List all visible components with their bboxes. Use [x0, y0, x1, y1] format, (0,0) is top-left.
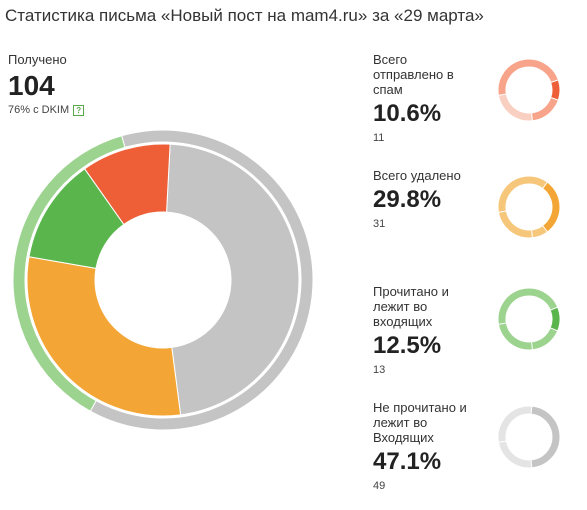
- received-count: 104: [8, 70, 55, 101]
- stat-spam-label: Всего отправлено в спам: [373, 52, 473, 97]
- slice-spam: [83, 143, 171, 226]
- stat-unread-count: 49: [373, 480, 386, 492]
- slice-deleted: [26, 256, 182, 417]
- stat-unread-label-line: Входящих: [373, 430, 434, 445]
- stat-deleted-label-line: Всего удалено: [373, 168, 461, 183]
- stat-spam: Всего отправлено в спам 10.6% 11: [373, 52, 473, 144]
- outer-ring-read_light: [12, 135, 126, 412]
- stat-spam-label-line: Всего: [373, 52, 408, 67]
- stat-deleted-label: Всего удалено: [373, 168, 473, 183]
- mini-donut-spam: [497, 58, 561, 122]
- stat-unread-percent: 47.1%: [373, 448, 442, 475]
- stat-read-label-line: Прочитано и: [373, 284, 449, 299]
- stat-read-label: Прочитано и лежит во входящих: [373, 284, 473, 329]
- stat-read-label-line: лежит во: [373, 299, 428, 314]
- stat-deleted-percent: 29.8%: [373, 186, 442, 213]
- mini-deleted-value: [541, 181, 561, 233]
- stat-read-label-line: входящих: [373, 314, 433, 329]
- stat-unread: Не прочитано и лежит во Входящих 47.1% 4…: [373, 400, 473, 492]
- mini-unread-value: [530, 405, 561, 469]
- received-label: Получено: [8, 52, 67, 67]
- mini-spam-outer: [497, 58, 561, 122]
- page-title: Статистика письма «Новый пост на mam4.ru…: [5, 6, 484, 25]
- mini-read-value: [549, 306, 561, 332]
- stat-spam-label-line: спам: [373, 82, 403, 97]
- stat-unread-label: Не прочитано и лежит во Входящих: [373, 400, 473, 445]
- dkim-info: 76% с DKIM ?: [8, 104, 85, 116]
- mini-deleted-outer: [497, 175, 561, 239]
- mini-donut-unread: [497, 405, 561, 469]
- mini-donut-deleted: [497, 175, 561, 239]
- stat-unread-label-line: Не прочитано и: [373, 400, 467, 415]
- stat-spam-count: 11: [373, 132, 385, 144]
- stat-read-count: 13: [373, 364, 386, 376]
- slice-unread: [166, 143, 300, 416]
- stat-deleted-count: 31: [373, 218, 386, 230]
- dkim-text: 76% с DKIM: [8, 104, 70, 116]
- help-icon[interactable]: ?: [73, 104, 85, 116]
- mini-read-outer: [497, 287, 561, 351]
- mini-spam-value: [550, 79, 561, 101]
- mini-donut-read: [497, 287, 561, 351]
- main-donut-chart: [12, 130, 314, 430]
- stat-read-percent: 12.5%: [373, 332, 442, 359]
- stat-spam-label-line: отправлено в: [373, 67, 454, 82]
- stat-read: Прочитано и лежит во входящих 12.5% 13: [373, 284, 473, 376]
- stat-spam-percent: 10.6%: [373, 100, 442, 127]
- stat-unread-label-line: лежит во: [373, 415, 428, 430]
- stat-deleted: Всего удалено 29.8% 31: [373, 168, 473, 230]
